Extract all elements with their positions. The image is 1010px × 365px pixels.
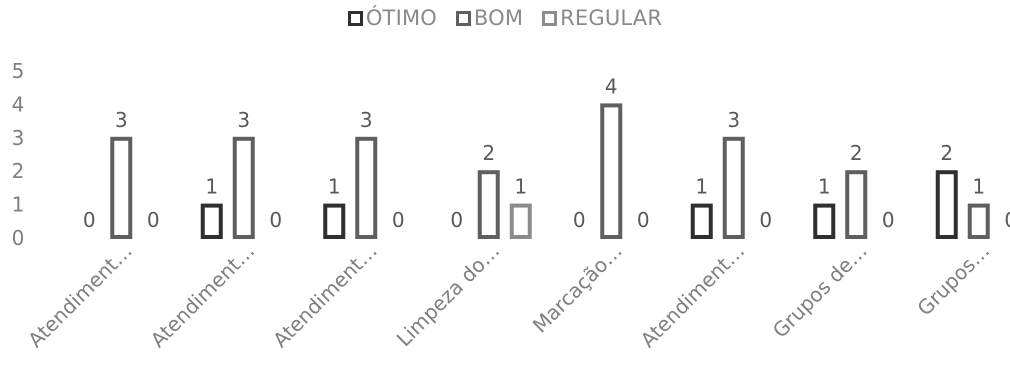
data-label: 1 xyxy=(972,175,985,199)
data-label: 4 xyxy=(605,74,618,98)
data-label: 0 xyxy=(450,208,463,232)
x-tick-label: Atendiment… xyxy=(23,239,137,353)
bar-bom xyxy=(110,136,133,239)
data-label: 1 xyxy=(818,175,831,199)
bar-bom xyxy=(600,103,623,240)
legend-swatch-otimo xyxy=(347,10,363,26)
x-tick-label: Grupos… xyxy=(912,239,994,321)
data-label: 0 xyxy=(147,208,160,232)
y-tick-label: 3 xyxy=(12,126,25,150)
y-tick-label: 2 xyxy=(12,159,25,183)
bar-ótimo xyxy=(935,170,958,239)
y-tick-label: 5 xyxy=(12,59,25,83)
x-tick-label: Limpeza do… xyxy=(392,239,505,352)
bar-bom xyxy=(722,136,745,239)
x-tick-label: Atendiment… xyxy=(146,239,260,353)
bar-ótimo xyxy=(200,203,223,240)
y-tick-label: 1 xyxy=(12,193,25,217)
data-label: 3 xyxy=(237,108,250,132)
x-tick-label: Grupos de… xyxy=(768,239,872,343)
legend-item-otimo: ÓTIMO xyxy=(347,6,438,30)
data-label: 0 xyxy=(573,208,586,232)
bar-ótimo xyxy=(813,203,836,240)
chart-legend: ÓTIMO BOM REGULAR xyxy=(0,6,1010,31)
data-label: 0 xyxy=(882,208,895,232)
legend-swatch-regular xyxy=(542,10,558,26)
bar-bom xyxy=(477,170,500,239)
bar-bom xyxy=(845,170,868,239)
data-label: 0 xyxy=(759,208,772,232)
data-label: 1 xyxy=(514,175,527,199)
y-tick-label: 4 xyxy=(12,92,25,116)
legend-label-regular: REGULAR xyxy=(560,6,663,30)
bar-ótimo xyxy=(690,203,713,240)
data-label: 3 xyxy=(115,108,128,132)
data-label: 3 xyxy=(360,108,373,132)
data-label: 2 xyxy=(850,141,863,165)
data-label: 0 xyxy=(637,208,650,232)
x-tick-label: Marcação… xyxy=(528,239,627,338)
data-label: 2 xyxy=(482,141,495,165)
y-tick-label: 0 xyxy=(12,226,25,250)
data-label: 2 xyxy=(940,141,953,165)
bar-regular xyxy=(509,203,532,240)
data-label: 0 xyxy=(392,208,405,232)
data-label: 3 xyxy=(727,108,740,132)
x-tick-label: Atendiment… xyxy=(636,239,750,353)
x-tick-label: Atendiment… xyxy=(268,239,382,353)
data-label: 1 xyxy=(328,175,341,199)
legend-item-regular: REGULAR xyxy=(542,6,662,30)
bar-ótimo xyxy=(323,203,346,240)
data-label: 1 xyxy=(205,175,218,199)
data-label: 1 xyxy=(695,175,708,199)
data-label: 0 xyxy=(1004,208,1010,232)
legend-swatch-bom xyxy=(455,10,471,26)
bar-bom xyxy=(967,203,990,240)
bar-bom xyxy=(355,136,378,239)
bar-bom xyxy=(232,136,255,239)
legend-label-otimo: ÓTIMO xyxy=(365,6,438,30)
legend-item-bom: BOM xyxy=(455,6,524,30)
data-label: 0 xyxy=(83,208,96,232)
legend-label-bom: BOM xyxy=(473,6,524,30)
data-label: 0 xyxy=(269,208,282,232)
